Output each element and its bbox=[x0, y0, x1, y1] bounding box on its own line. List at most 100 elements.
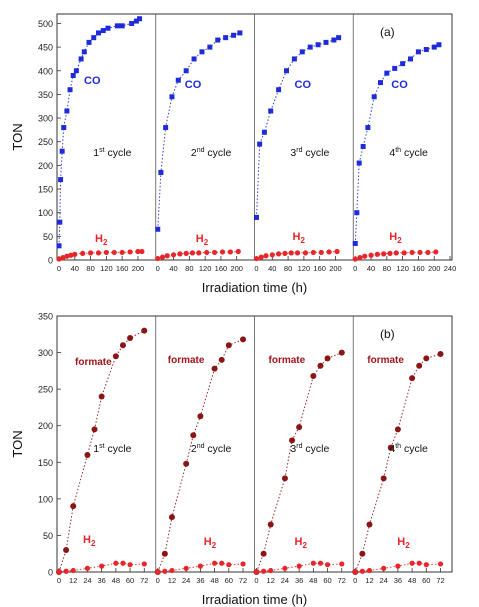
co-point bbox=[291, 56, 297, 62]
x-tick-label: 160 bbox=[116, 264, 129, 273]
h2-subscript: 2 bbox=[103, 238, 108, 247]
h2-point bbox=[80, 250, 86, 256]
cycle-word: cycle bbox=[105, 147, 132, 159]
h2-point bbox=[317, 560, 324, 566]
formate-point bbox=[127, 334, 134, 341]
formate-point bbox=[91, 426, 98, 433]
co-point bbox=[415, 49, 421, 55]
x-tick-label: 72 bbox=[338, 576, 346, 585]
h2-point bbox=[334, 248, 340, 255]
formate-point bbox=[394, 426, 401, 433]
y-tick-label: 150 bbox=[38, 458, 53, 468]
x-tick-label: 36 bbox=[394, 576, 402, 585]
x-axis-label: Irradiation time (h) bbox=[202, 280, 307, 295]
co-point bbox=[323, 39, 329, 45]
co-point bbox=[163, 125, 169, 131]
h2-point bbox=[359, 568, 365, 574]
cycle-ordinal: st bbox=[99, 443, 105, 450]
h2-letter: H bbox=[204, 536, 212, 548]
co-point bbox=[299, 49, 305, 55]
y-tick-label: 100 bbox=[38, 208, 53, 218]
series-label: CO bbox=[295, 79, 312, 91]
h2-point bbox=[352, 256, 358, 262]
x-tick-label: 0 bbox=[57, 264, 61, 273]
series-line-formate bbox=[157, 338, 244, 573]
panel-label: (a) bbox=[380, 25, 395, 39]
x-tick-label: 24 bbox=[380, 576, 388, 585]
h2-point bbox=[401, 250, 407, 256]
h2-subscript: 2 bbox=[212, 541, 217, 550]
formate-point bbox=[338, 349, 345, 356]
formate-point bbox=[296, 424, 303, 431]
y-tick-label: 250 bbox=[38, 137, 53, 147]
formate-point bbox=[267, 521, 274, 528]
h2-letter: H bbox=[95, 233, 103, 245]
x-tick-label: 80 bbox=[86, 264, 94, 273]
formate-point bbox=[289, 437, 296, 444]
co-point bbox=[105, 25, 111, 31]
y-tick-label: 0 bbox=[48, 568, 53, 578]
co-point bbox=[268, 108, 274, 114]
h2-point bbox=[155, 569, 161, 575]
formate-point bbox=[141, 327, 148, 334]
x-tick-label: 60 bbox=[422, 576, 430, 585]
h2-point bbox=[219, 249, 226, 255]
h2-subscript: 2 bbox=[302, 541, 307, 550]
h2-point bbox=[169, 567, 175, 574]
h2-letter: H bbox=[397, 536, 405, 548]
h2-subscript: 2 bbox=[204, 238, 209, 247]
h2-point bbox=[99, 563, 105, 569]
formate-point bbox=[63, 547, 70, 554]
x-tick-label: 120 bbox=[396, 264, 409, 273]
formate-point bbox=[190, 432, 197, 439]
cycle-ordinal: st bbox=[99, 147, 105, 154]
h2-point bbox=[253, 255, 260, 262]
formate-point bbox=[310, 372, 317, 379]
chart-a: 050100150200250300350400450500TONIrradia… bbox=[10, 13, 457, 295]
h2-label: H2 bbox=[389, 231, 402, 245]
co-point bbox=[86, 39, 92, 45]
h2-point bbox=[310, 560, 316, 566]
h2-letter: H bbox=[293, 231, 301, 243]
cycle-ordinal: rd bbox=[296, 443, 302, 450]
y-axis-label: TON bbox=[10, 123, 25, 150]
h2-point bbox=[423, 562, 429, 568]
h2-letter: H bbox=[83, 534, 91, 546]
x-tick-label: 48 bbox=[309, 576, 317, 585]
h2-point bbox=[296, 563, 302, 569]
h2-point bbox=[387, 250, 393, 256]
formate-point bbox=[70, 503, 77, 510]
h2-label: H2 bbox=[293, 231, 306, 245]
cycle-label: 1st cycle bbox=[93, 443, 131, 455]
y-tick-label: 350 bbox=[38, 312, 53, 322]
cycle-word: cycle bbox=[302, 147, 329, 159]
h2-point bbox=[294, 250, 301, 256]
co-point bbox=[64, 108, 70, 114]
x-tick-label: 40 bbox=[367, 264, 375, 273]
h2-point bbox=[63, 568, 69, 574]
co-point bbox=[331, 37, 337, 43]
h2-point bbox=[183, 250, 189, 256]
h2-point bbox=[235, 248, 241, 255]
x-tick-label: 12 bbox=[168, 576, 176, 585]
x-tick-label: 240 bbox=[444, 264, 457, 273]
h2-point bbox=[310, 249, 316, 256]
x-tick-label: 40 bbox=[169, 264, 177, 273]
y-tick-label: 200 bbox=[38, 161, 53, 171]
formate-point bbox=[240, 336, 247, 343]
h2-point bbox=[141, 561, 147, 567]
cycle-number: 1 bbox=[93, 443, 99, 455]
h2-label: H2 bbox=[95, 233, 108, 247]
x-tick-label: 40 bbox=[71, 264, 79, 273]
h2-label: H2 bbox=[295, 536, 308, 550]
x-tick-label: 72 bbox=[140, 576, 148, 585]
co-point bbox=[59, 148, 65, 154]
cycle-number: 2 bbox=[191, 147, 197, 159]
panel-label: (b) bbox=[380, 327, 395, 341]
y-tick-label: 0 bbox=[48, 256, 53, 266]
series-label: formate bbox=[367, 355, 404, 366]
x-tick-label: 0 bbox=[156, 576, 160, 585]
cycle-word: cycle bbox=[205, 443, 232, 455]
h2-point bbox=[318, 249, 324, 256]
co-point bbox=[169, 94, 175, 100]
